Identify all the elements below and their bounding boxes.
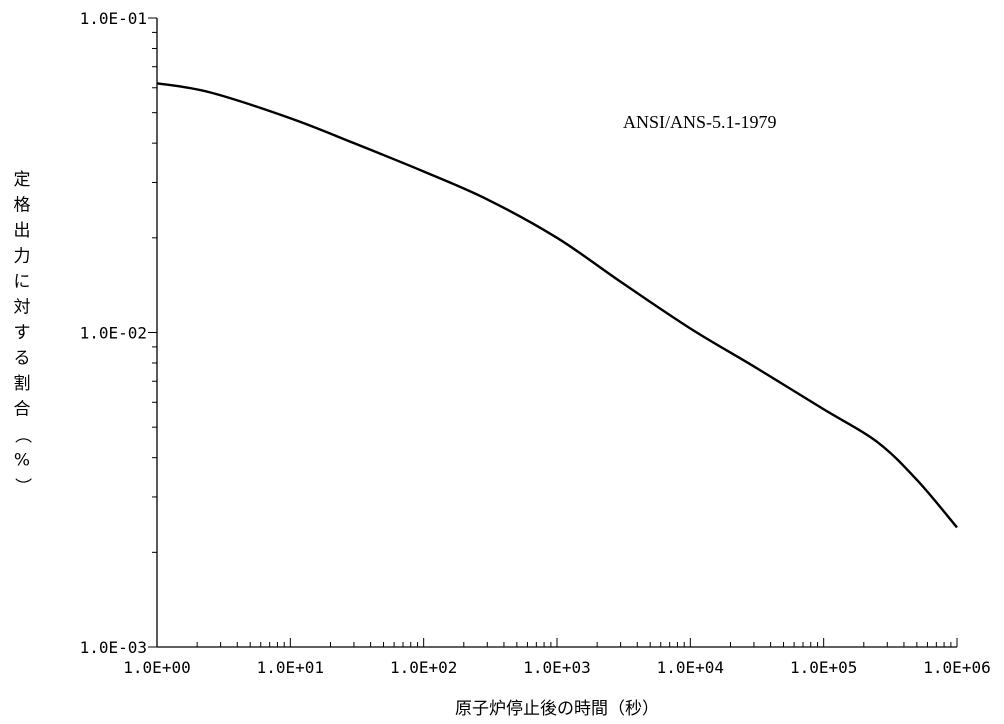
x-tick-labels: 1.0E+00 1.0E+01 1.0E+02 1.0E+03 1.0E+04 1.0E+… <box>123 658 990 677</box>
x-tick-label: 1.0E+03 <box>523 658 590 677</box>
y-axis-title-char: 合 <box>14 400 31 420</box>
x-tick-label: 1.0E+00 <box>123 658 190 677</box>
y-axis-title-char: る <box>14 349 31 369</box>
x-tick-label: 1.0E+02 <box>390 658 457 677</box>
y-tick-labels: 1.0E-03 1.0E-02 1.0E-01 <box>80 9 147 657</box>
y-axis-title-char: 力 <box>14 247 31 267</box>
x-tick-label: 1.0E+06 <box>923 658 990 677</box>
y-axis-title-char: % <box>14 451 30 471</box>
x-tick-label: 1.0E+04 <box>657 658 724 677</box>
y-axis-title-char: に <box>14 272 31 292</box>
y-axis-title-char: す <box>14 323 31 343</box>
x-tick-label: 1.0E+01 <box>257 658 324 677</box>
y-axis-title-char: 対 <box>14 298 31 318</box>
y-axis-title-char: 割 <box>14 374 31 394</box>
x-axis-title: 原子炉停止後の時間（秒） <box>455 699 659 719</box>
y-axis-title-char: ） <box>12 478 32 495</box>
y-axis-title-char: 定 <box>14 170 31 190</box>
y-axis-title-char: 出 <box>14 221 31 241</box>
y-tick-label: 1.0E-02 <box>80 324 147 343</box>
x-tick-label: 1.0E+05 <box>790 658 857 677</box>
y-ticks <box>148 17 157 648</box>
y-tick-label: 1.0E-01 <box>80 9 147 28</box>
y-axis-title-char: 格 <box>14 196 31 216</box>
chart-annotation: ANSI/ANS-5.1-1979 <box>623 112 777 132</box>
decay-heat-series-line <box>156 82 958 529</box>
y-tick-label: 1.0E-03 <box>80 638 147 657</box>
x-ticks <box>156 638 958 647</box>
y-axis-title-char: （ <box>12 427 32 444</box>
